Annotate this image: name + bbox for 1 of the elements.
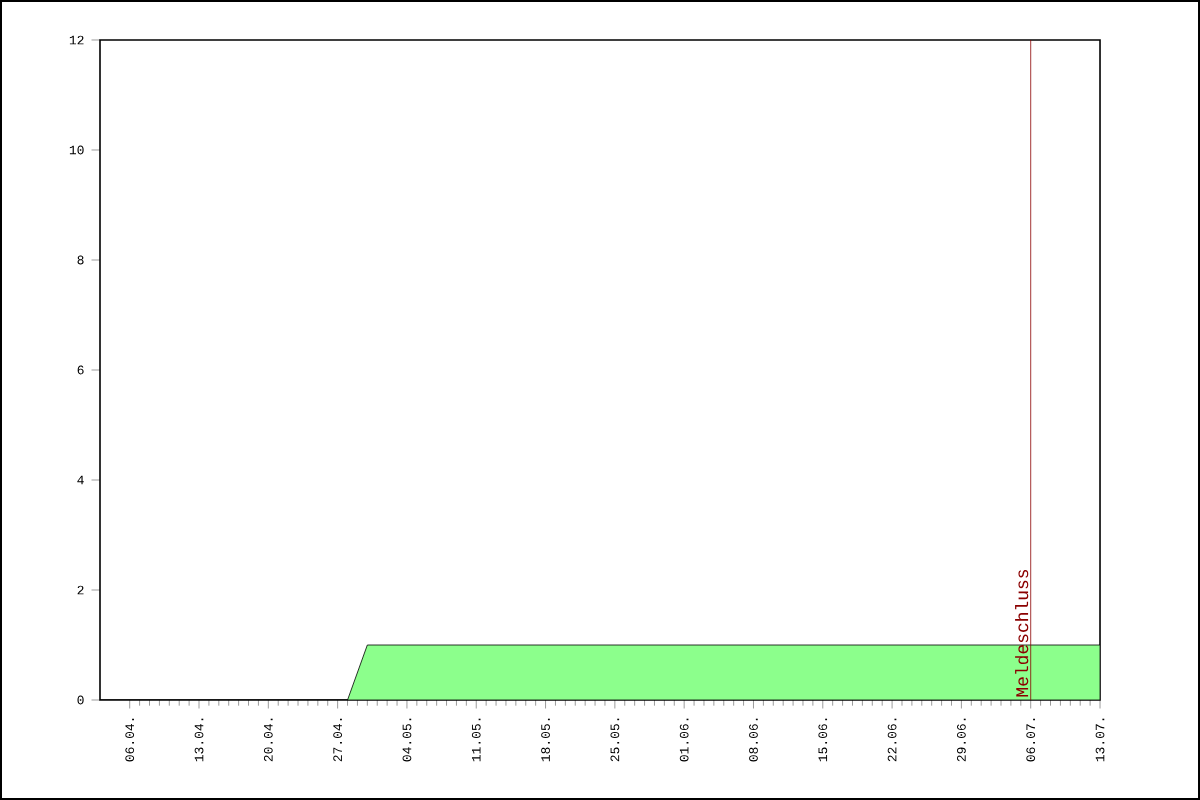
ref-line-label: Meldeschluss [1015, 569, 1029, 697]
